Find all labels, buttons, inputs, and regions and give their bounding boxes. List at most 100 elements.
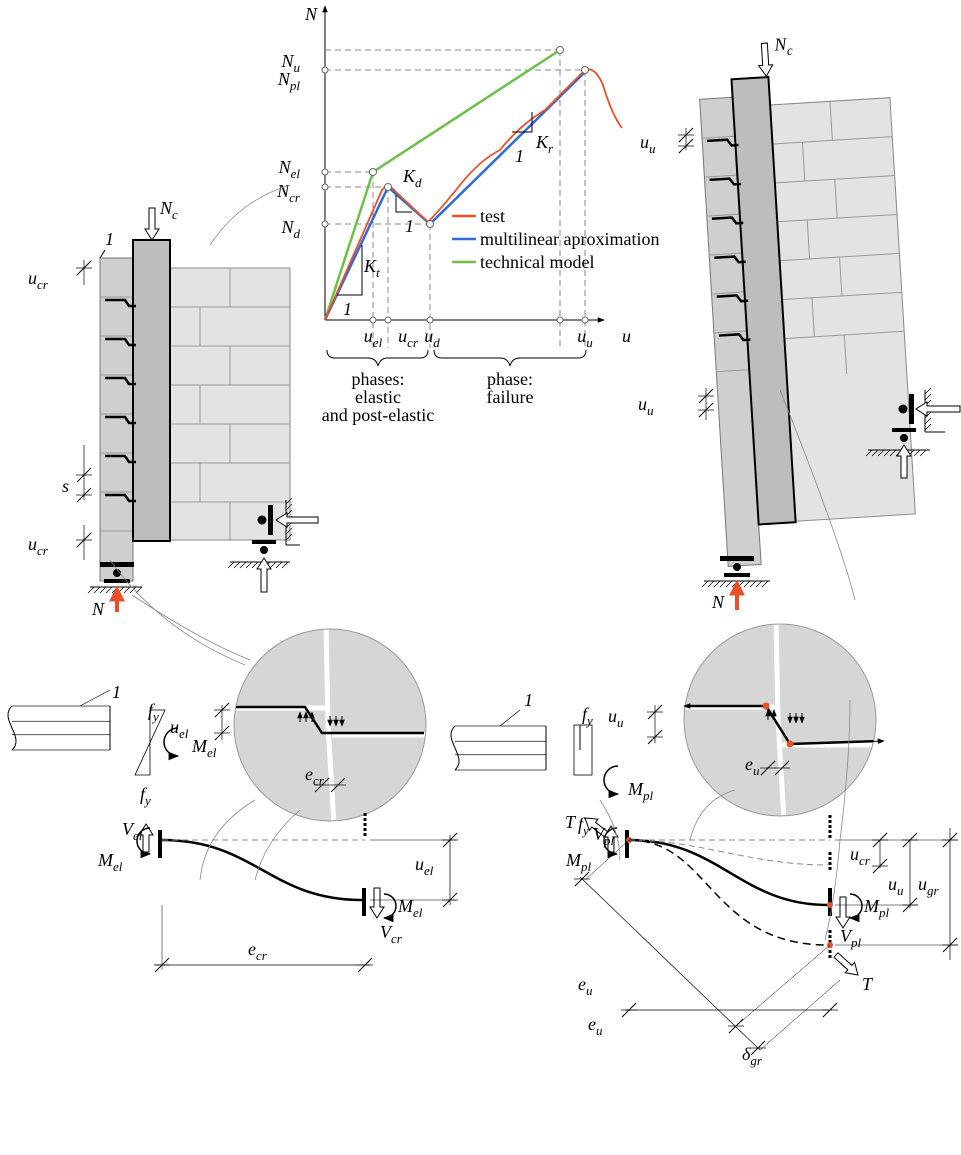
support-plate	[100, 562, 134, 567]
hatch	[714, 581, 720, 587]
tension-right-label: T	[862, 974, 874, 994]
stress-top-label: fy	[582, 704, 593, 728]
label-base: N	[277, 69, 291, 89]
label-sub: u	[586, 335, 593, 350]
label-sub: el	[413, 905, 423, 920]
label-base: M	[191, 736, 208, 756]
hatch	[914, 450, 920, 456]
label-base: N	[276, 181, 290, 201]
hinge	[733, 563, 741, 571]
axis-node	[557, 317, 563, 323]
disp-label: uu	[608, 706, 624, 730]
support-plate	[892, 428, 916, 432]
label-base: u	[415, 854, 424, 874]
moment-right-label: Mel	[397, 896, 423, 920]
label-sub: el	[179, 726, 189, 741]
legend-label: technical model	[480, 252, 594, 272]
steel-column	[133, 240, 170, 541]
label-sub: t	[376, 265, 380, 280]
label-base: M	[863, 896, 880, 916]
label-sub: u	[294, 60, 301, 75]
label-base: u	[888, 874, 897, 894]
label-base: K	[402, 166, 416, 186]
stiffness-label: Kt	[363, 256, 380, 280]
top-disp-label: uu	[640, 132, 656, 156]
hatch	[744, 581, 750, 587]
beam-plate	[158, 830, 162, 858]
leader	[100, 250, 105, 258]
hinge	[258, 516, 267, 525]
label-base: M	[627, 779, 644, 799]
hatch	[925, 394, 931, 400]
beam-plate	[362, 888, 366, 916]
disp-label: uel	[415, 854, 434, 878]
label-sub: c	[786, 43, 793, 58]
label-sub: u	[647, 403, 654, 418]
hatch	[726, 581, 732, 587]
hatch	[270, 562, 276, 568]
shear-right-label: Vpl	[840, 926, 862, 950]
support-plate	[252, 540, 276, 544]
label-sub: cr	[407, 335, 419, 350]
label-sub: pl	[642, 788, 654, 803]
label-base: e	[588, 1014, 596, 1034]
moment-label: Mel	[191, 736, 217, 760]
label-base: M	[565, 850, 582, 870]
bar-break	[8, 706, 16, 750]
disp-cr-label: ucr	[850, 844, 871, 868]
length-label: eu	[588, 1014, 603, 1038]
axis-node	[370, 317, 376, 323]
legend-label: multilinear aproximation	[480, 229, 659, 249]
slope-unit: 1	[515, 146, 524, 166]
bar-break	[451, 726, 459, 770]
hatch	[702, 581, 708, 587]
label-sub: gr	[750, 1053, 763, 1068]
dim-ext	[760, 980, 840, 1050]
axis-node	[385, 317, 391, 323]
deflected-beam-gr	[629, 840, 828, 945]
disp-gr-label: ugr	[918, 874, 940, 898]
reaction-label: N	[711, 592, 725, 612]
masonry	[170, 268, 290, 540]
label-sub: d	[415, 175, 422, 190]
plastic-hinge	[787, 741, 794, 748]
hatch	[246, 562, 252, 568]
diagram: NuNuNplNelNcrNduelucruduuKt1Kd1Kr1testmu…	[0, 0, 961, 1155]
phase-label: elastic	[355, 387, 401, 407]
y-level-label: Nel	[278, 157, 301, 181]
support-plate	[268, 505, 273, 535]
hatch	[750, 581, 756, 587]
hatch	[234, 562, 240, 568]
hatch	[106, 587, 112, 593]
label-base: u	[608, 706, 617, 726]
member-label: 1	[524, 690, 533, 710]
axis-node	[322, 169, 328, 175]
label-base: u	[28, 268, 37, 288]
label-base: u	[850, 844, 859, 864]
label-base: N	[278, 157, 292, 177]
x-level-label: uel	[364, 326, 383, 350]
label-base: u	[640, 132, 649, 152]
load-label: Nc	[773, 34, 793, 59]
hatch	[282, 562, 288, 568]
label-base: N	[280, 51, 294, 71]
label-base: M	[397, 896, 414, 916]
support-plate	[724, 573, 750, 577]
y-level-label: Ncr	[276, 181, 301, 205]
hatch	[925, 424, 931, 430]
hatch	[708, 581, 714, 587]
support-plate	[909, 394, 914, 424]
dim-line	[580, 877, 760, 1050]
label-sub: el	[113, 859, 123, 874]
y-axis-label: N	[304, 4, 318, 24]
hatch	[100, 587, 106, 593]
label-base: u	[28, 534, 37, 554]
label-sub: pl	[850, 935, 862, 950]
moment-left-label: Mel	[97, 850, 123, 874]
force-arrow	[757, 43, 773, 77]
top-disp-label: ucr	[28, 268, 49, 292]
hatch	[925, 388, 931, 394]
label-base: e	[578, 974, 586, 994]
label-sub: d	[433, 335, 440, 350]
label-sub: gr	[927, 883, 940, 898]
